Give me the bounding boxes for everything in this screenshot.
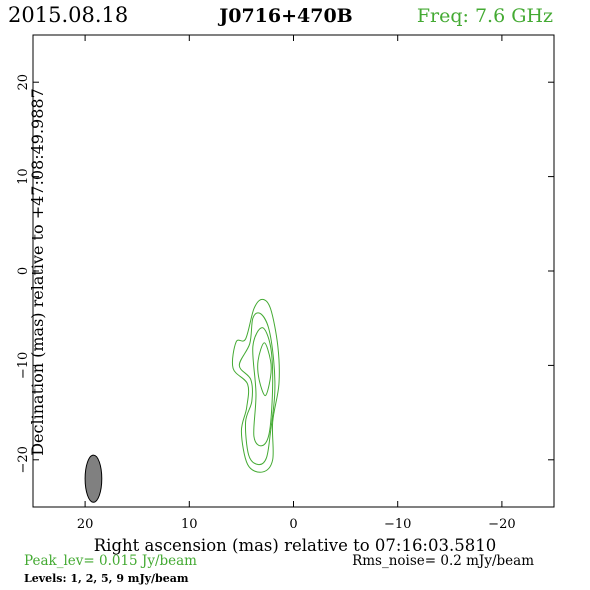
contour-level-5: [252, 327, 274, 447]
plot-frame: [32, 34, 555, 508]
x-tick-label: 10: [181, 517, 198, 532]
observation-date: 2015.08.18: [8, 3, 128, 27]
source-name: J0716+470B: [217, 5, 353, 27]
x-tick-label: −20: [488, 517, 515, 532]
y-axis-label: Declination (mas) relative to +47:08:49.…: [28, 88, 47, 456]
x-tick-label: 20: [77, 517, 94, 532]
contour-level-2: [238, 312, 276, 466]
x-tick-label: 0: [289, 517, 297, 532]
y-tick-label: 10: [16, 168, 31, 185]
y-tick-label: 20: [16, 74, 31, 91]
beam-ellipse: [84, 454, 103, 503]
frequency-label: Freq: 7.6 GHz: [417, 5, 553, 27]
y-tick-label: −10: [16, 352, 31, 379]
y-tick-label: 0: [16, 267, 31, 275]
x-axis-label: Right ascension (mas) relative to 07:16:…: [94, 536, 496, 555]
y-tick-label: −20: [16, 446, 31, 473]
peak-level: Peak_lev= 0.015 Jy/beam: [24, 553, 197, 569]
x-tick-label: −10: [384, 517, 411, 532]
rms-noise: Rms_noise= 0.2 mJy/beam: [352, 553, 534, 569]
contour-level-1: [231, 298, 280, 473]
contour-level-9: [257, 342, 272, 397]
contour-levels: Levels: 1, 2, 5, 9 mJy/beam: [24, 572, 189, 585]
